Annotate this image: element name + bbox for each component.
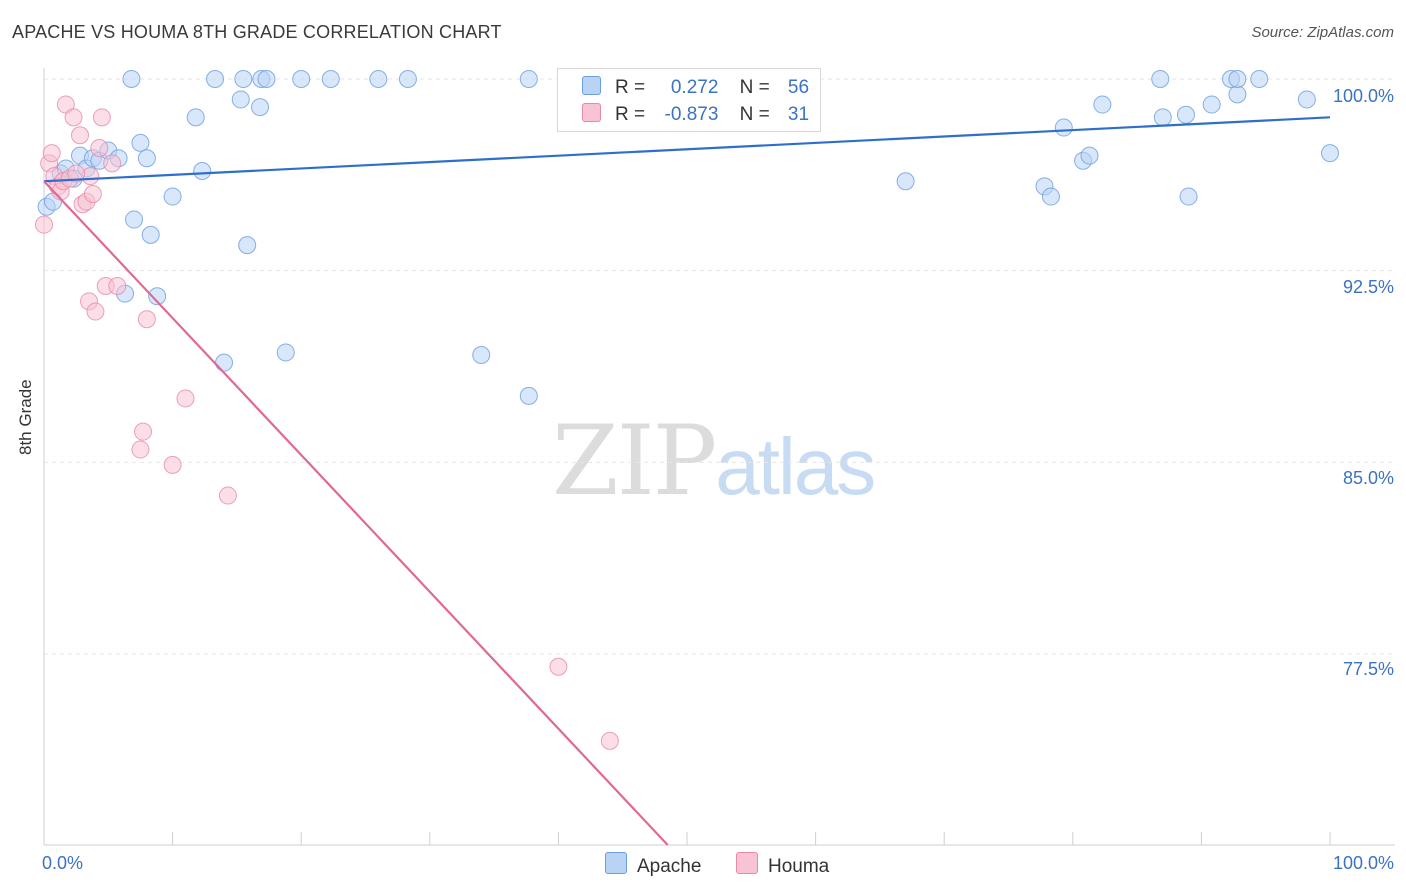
n-value: 56 [787,77,810,98]
apache-point [215,353,234,372]
bottom-legend-houma: Houma [736,852,829,878]
houma-point [549,657,568,676]
houma-point [42,144,61,163]
houma-point [137,310,156,329]
apache-point [1228,70,1247,88]
apache-point [234,70,253,88]
apache-point [186,108,205,127]
houma-point [103,154,122,173]
apache-point [206,70,225,88]
houma-legend-swatch [736,852,758,874]
apache-point [1054,118,1073,137]
r-value: 0.272 [670,77,719,98]
y-tick-label: 85.0% [1342,468,1394,488]
apache-point [131,133,150,152]
apache-point [1153,108,1172,127]
houma-point [163,455,182,474]
houma-point [131,440,150,459]
r-label: R = [615,104,646,125]
axes [43,68,1395,846]
apache-swatch [582,76,601,95]
houma-point [108,277,127,295]
y-tick-label: 100.0% [1332,86,1394,106]
houma-points [35,95,619,750]
apache-point [398,70,417,88]
watermark: ZIPatlas [552,405,876,517]
legend-row-houma: R = -0.873 N = 31 [582,103,809,125]
apache-points [37,70,1339,405]
apache-point [369,70,388,88]
apache-point [292,70,311,88]
trend-lines [43,116,1331,846]
apache-point [1228,85,1247,104]
apache-point [257,70,276,88]
apache-point [276,343,295,362]
bottom-legend-apache: Apache [605,852,701,878]
apache-point [148,287,167,306]
watermark-atlas: atlas [715,422,876,511]
houma-point [90,139,109,157]
apache-point [1202,95,1221,114]
apache-point [238,236,257,255]
gridlines [44,78,1395,655]
apache-point [519,70,538,88]
source-credit: Source: ZipAtlas.com [1251,24,1394,41]
apache-point [1176,105,1195,124]
apache-point [1250,70,1269,88]
houma-point [64,108,83,127]
apache-point [137,149,156,168]
x-tick-left: 0.0% [42,853,84,873]
apache-point [519,386,538,405]
houma-swatch [582,103,601,122]
x-tick-right: 100.0% [1332,853,1394,873]
apache-legend-swatch [605,852,627,874]
apache-point [141,225,160,244]
apache-point [1080,146,1099,165]
apache-point [122,70,141,88]
r-value: -0.873 [664,104,719,125]
apache-point [1151,70,1170,88]
n-label: N = [739,77,770,98]
houma-legend-label: Houma [768,856,830,877]
apache-point [231,90,250,109]
apache-trend-line [43,116,1331,183]
houma-point [600,731,619,750]
y-tick-label: 77.5% [1342,659,1394,679]
houma-trend-line [43,180,669,846]
apache-point [1179,187,1198,206]
apache-point [1093,95,1112,114]
houma-point [71,126,90,145]
apache-point [163,187,182,206]
houma-point [176,389,195,408]
apache-point [1321,144,1339,163]
houma-point [92,108,111,127]
legend-row-apache: R = 0.272 N = 56 [582,76,809,98]
houma-point [134,422,153,441]
apache-point [193,162,212,180]
houma-point [86,302,105,321]
apache-point [1297,90,1316,109]
y-axis-label: 8th Grade [16,379,35,455]
r-label: R = [615,77,646,98]
apache-legend-label: Apache [637,856,702,877]
houma-point [35,215,53,234]
apache-point [251,98,270,117]
houma-point [83,185,102,203]
chart-title: APACHE VS HOUMA 8TH GRADE CORRELATION CH… [12,22,502,42]
apache-point [321,70,340,88]
n-value: 31 [787,104,810,125]
apache-point [896,172,915,191]
n-label: N = [739,104,770,125]
stats-legend: R = 0.272 N = 56 R = -0.873 N = 31 [557,68,821,132]
houma-point [67,164,86,183]
y-tick-label: 92.5% [1342,277,1394,297]
watermark-zip: ZIP [552,405,717,517]
apache-point [125,210,144,229]
apache-point [472,346,491,364]
houma-point [218,486,237,505]
apache-point [1041,187,1060,206]
